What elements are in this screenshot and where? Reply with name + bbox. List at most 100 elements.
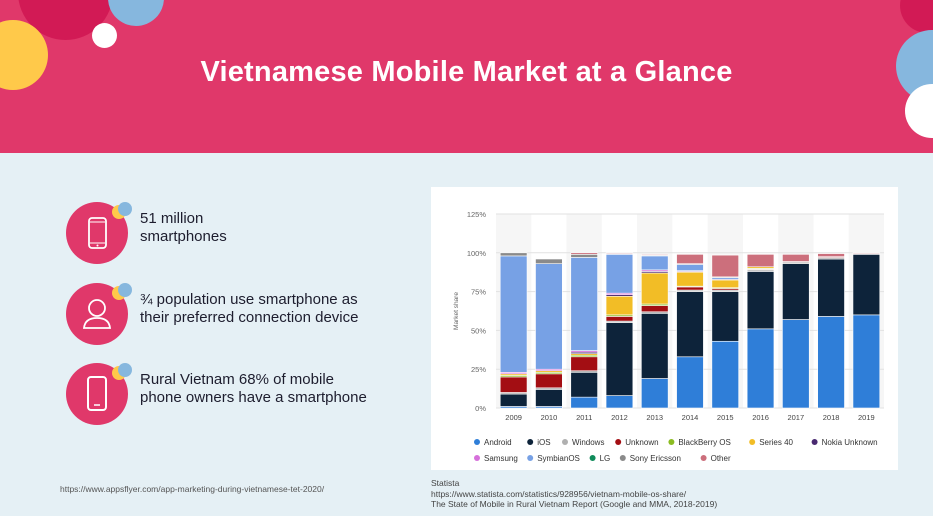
bar-segment [676,356,704,409]
decor-circle-magenta-right [900,0,933,33]
source-link-statista[interactable]: https://www.statista.com/statistics/9289… [431,488,687,499]
source-link-appsflyer[interactable]: https://www.appsflyer.com/app-marketing-… [60,484,325,494]
legend-marker [474,455,480,461]
bar-segment [570,257,598,351]
bar-segment [641,305,669,313]
bar-segment [641,313,669,379]
badge-dot-blue [118,363,132,377]
stat-line-1: 51 million [140,210,204,227]
legend-label: Sony Ericsson [630,454,681,463]
stat-text: ¾ population use smartphone as their pre… [140,291,430,327]
legend-label: LG [600,454,611,463]
bar-segment [535,389,563,407]
legend-label: Windows [572,438,604,447]
stat-line-2: smartphones [140,228,227,245]
chart-panel: 0% 25% 50% 75% 100% 125% Market share 2009 2010 2… [431,187,898,470]
source-report: The State of Mobile in Rural Vietnam Rep… [431,499,718,509]
legend-marker [527,455,534,461]
bar-segment [676,286,704,291]
decor-circle-white [92,23,117,48]
bar-segment [535,258,563,264]
legend-marker [527,439,534,445]
bar-segment [605,254,634,294]
legend-marker [668,439,675,445]
bar-segment [641,378,669,409]
bar-segment [605,316,634,322]
legend-label: Samsung [484,454,518,463]
legend-label: Unknown [625,438,658,447]
x-tick-label: 2012 [611,413,628,422]
bar-segment [746,328,775,409]
bar-segment [570,254,598,258]
x-tick-label: 2017 [787,413,804,422]
bar-segment [711,254,739,278]
source-label: Statista [431,478,460,488]
bar-segment [535,263,563,370]
legend-marker [749,439,756,445]
bar-segment [782,254,810,262]
y-tick-label: 0% [475,404,486,413]
stat-line-1: ¾ population use smartphone as [140,291,358,308]
page-title: Vietnamese Mobile Market at a Glance [200,56,733,88]
mobile-phone-icon [87,376,107,411]
badge-dot-blue [118,283,132,297]
bar-segment [852,252,881,254]
stat-population: ¾ population use smartphone as their pre… [66,283,416,349]
stat-line-2: phone owners have a smartphone [140,389,367,406]
bar-segment [605,395,634,409]
bar-segment [746,254,775,268]
legend-label: Series 40 [759,438,793,447]
legend-marker [811,439,818,445]
bar-segment [499,376,528,393]
x-tick-label: 2015 [717,413,734,422]
legend-marker [562,439,568,445]
x-tick-label: 2009 [505,413,522,422]
bar-segment [676,254,704,264]
bar-segment [817,253,845,257]
legend-marker [619,455,626,461]
x-tick-label: 2018 [823,413,840,422]
x-tick-label: 2013 [646,413,663,422]
y-tick-label: 100% [467,249,487,258]
bar-segment [782,263,810,320]
stat-text: Rural Vietnam 68% of mobile phone owners… [140,371,430,407]
bar-segment [852,314,881,409]
stat-line-1: Rural Vietnam 68% of mobile [140,371,334,388]
bar-segment [499,393,528,407]
bar-segment [676,291,704,358]
smartphone-icon [88,217,107,249]
y-tick-label: 25% [471,365,486,374]
bar-segment [676,264,704,271]
bar-segment [641,255,669,271]
stat-line-2: their preferred connection device [140,309,359,326]
bar-segment [817,258,845,317]
legend-marker [589,455,596,461]
bar-segment [570,252,598,255]
y-tick-label: 75% [471,288,486,297]
bar-segment [746,271,775,330]
legend-label: Android [484,438,512,447]
x-tick-label: 2019 [858,413,875,422]
bar-segment [605,295,634,316]
bar-segment [711,291,739,342]
legend-label: Other [711,454,731,463]
person-icon [83,299,111,329]
legend-label: BlackBerry OS [678,438,730,447]
legend-label: Nokia Unknown [822,438,878,447]
bar-segment [817,316,845,409]
x-tick-label: 2014 [682,413,699,422]
y-tick-label: 50% [471,326,486,335]
bar-segment [499,255,528,373]
bar-segment [676,271,704,287]
bar-segment [641,254,669,256]
os-share-chart: 0% 25% 50% 75% 100% 125% Market share 2009 2010 2… [453,210,884,463]
bar-segment [605,252,634,254]
legend-marker [700,455,707,461]
bar-segment [641,272,669,305]
legend-marker [615,439,622,445]
legend-marker [474,439,480,445]
bar-segment [852,254,881,316]
bar-segment [605,322,634,396]
bar-segment [535,373,563,389]
legend-label: SymbianOS [537,454,580,463]
